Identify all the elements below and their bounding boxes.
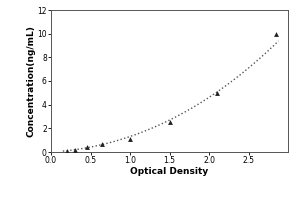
Y-axis label: Concentration(ng/mL): Concentration(ng/mL) <box>27 25 36 137</box>
X-axis label: Optical Density: Optical Density <box>130 167 208 176</box>
